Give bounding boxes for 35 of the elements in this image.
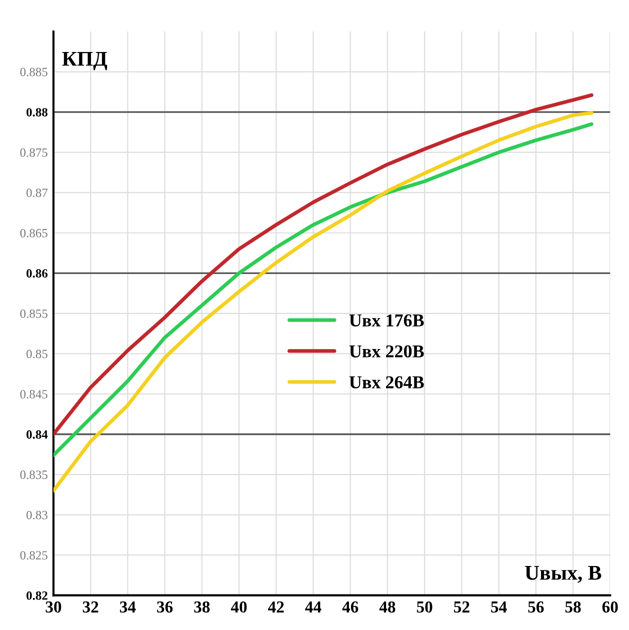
y-tick-label: 0.82 [26, 591, 48, 600]
y-tick-label: 0.825 [20, 551, 48, 560]
y-tick-label: 0.85 [26, 350, 48, 358]
x-tick-label: 36 [157, 601, 173, 613]
x-tick-label: 34 [120, 601, 136, 613]
y-tick-label: 0.855 [20, 309, 48, 318]
x-tick-label: 60 [602, 601, 618, 613]
x-tick-label: 30 [46, 601, 62, 613]
y-tick-label: 0.84 [26, 430, 48, 439]
y-tick-label: 0.865 [20, 228, 48, 238]
x-tick-label: 48 [379, 601, 396, 613]
x-axis-title: Uвых, В [525, 566, 602, 583]
y-tick-label: 0.845 [20, 390, 48, 398]
x-tick-label: 58 [565, 601, 581, 613]
x-tick-label: 44 [305, 602, 322, 612]
x-tick-label: 50 [416, 601, 432, 613]
x-tick-label: 54 [491, 602, 507, 613]
legend-label: Uвх 220В [349, 345, 424, 358]
x-tick-label: 46 [342, 601, 358, 613]
x-tick-label: 38 [194, 601, 210, 613]
x-tick-label: 42 [268, 601, 284, 612]
y-tick-label: 0.87 [26, 188, 48, 198]
x-tick-label: 32 [82, 601, 98, 613]
y-tick-label: 0.835 [20, 470, 48, 480]
y-axis-title: КПД [62, 52, 108, 70]
x-tick-label: 52 [454, 601, 470, 613]
y-tick-label: 0.88 [26, 108, 48, 117]
x-tick-label: 40 [230, 601, 247, 613]
x-tick-label: 56 [528, 601, 544, 613]
y-tick-label: 0.875 [20, 148, 48, 157]
legend-label: Uвх 264В [349, 376, 424, 388]
y-tick-label: 0.83 [26, 510, 48, 520]
legend-label: Uвх 176В [349, 314, 424, 327]
y-tick-label: 0.86 [26, 269, 48, 278]
y-tick-label: 0.885 [20, 68, 48, 76]
